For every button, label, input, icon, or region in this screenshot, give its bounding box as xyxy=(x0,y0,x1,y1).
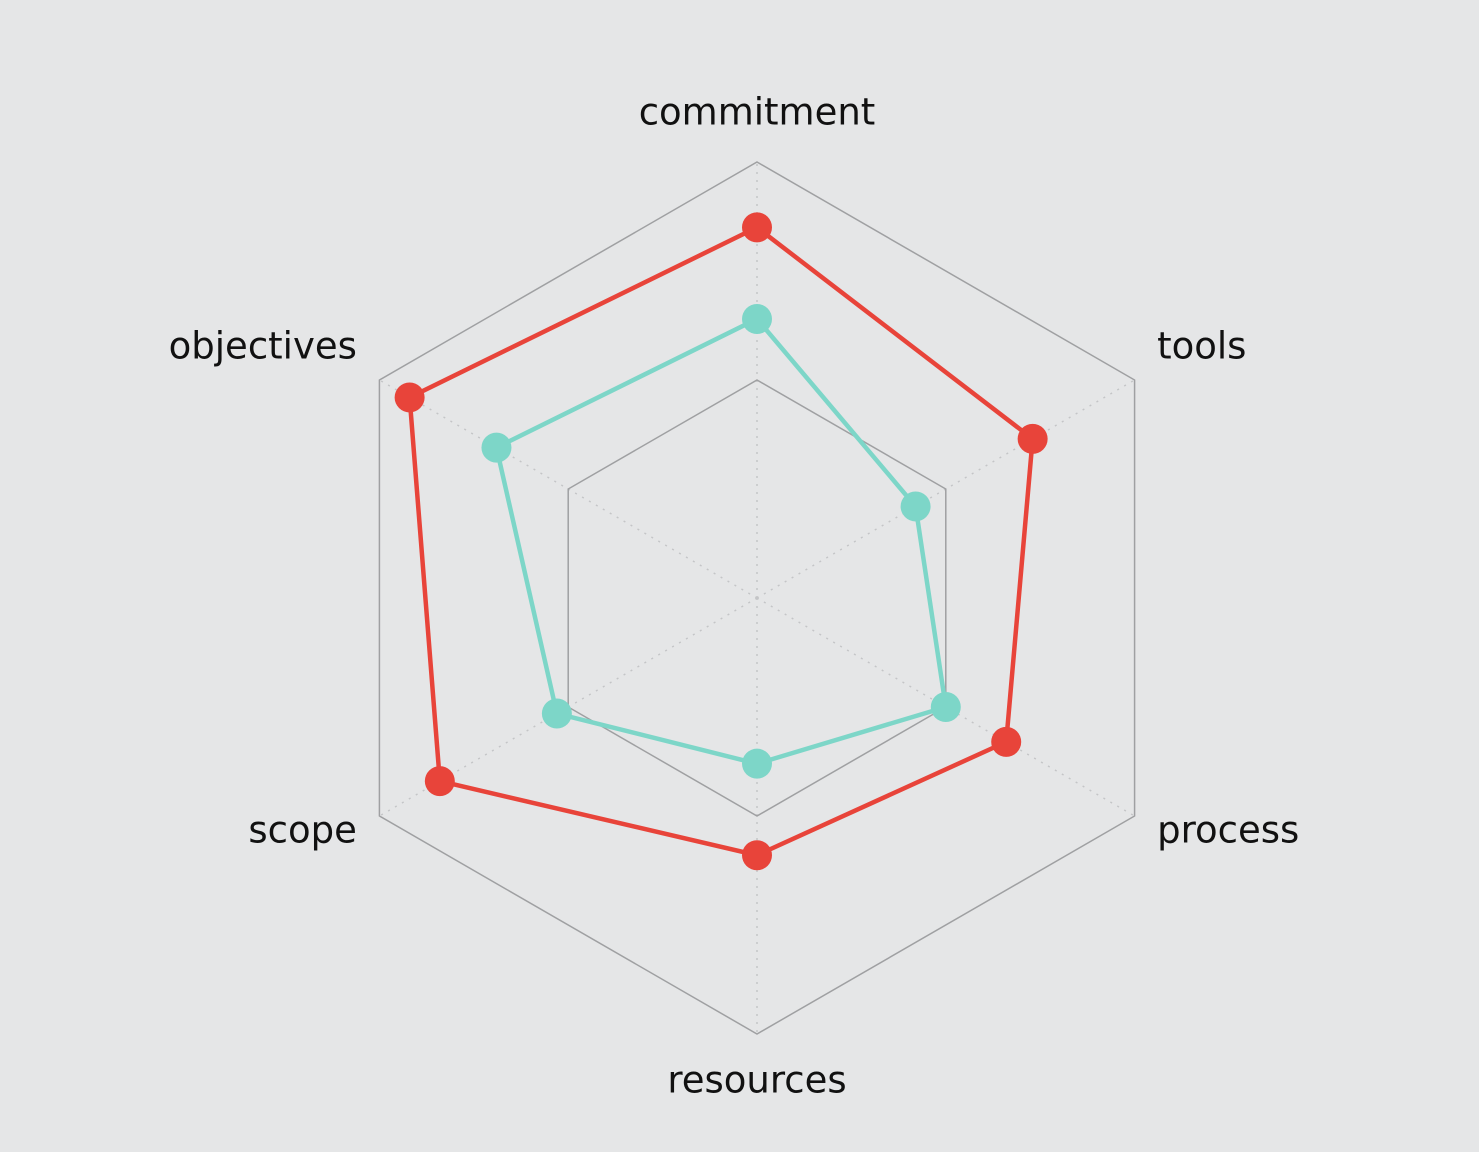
series-line xyxy=(407,224,1035,858)
data-point xyxy=(742,212,772,243)
axis-label: process xyxy=(1157,809,1299,852)
data-point xyxy=(1017,423,1048,454)
grid-ring xyxy=(378,161,1136,1035)
data-point xyxy=(742,748,772,779)
data-point xyxy=(930,692,961,722)
data-point xyxy=(394,382,425,413)
data-point xyxy=(424,766,455,797)
axis-label: objectives xyxy=(169,325,357,368)
axis-label: resources xyxy=(667,1059,846,1102)
data-point xyxy=(481,432,512,463)
axis-label: tools xyxy=(1157,325,1246,368)
grid-ring xyxy=(567,379,947,817)
data-point xyxy=(991,726,1022,757)
series-line xyxy=(493,316,949,767)
data-point xyxy=(541,698,572,729)
data-point xyxy=(742,840,772,871)
data-point xyxy=(900,491,931,522)
axis-label: commitment xyxy=(639,91,876,134)
data-point xyxy=(742,303,772,334)
axis-label: scope xyxy=(248,809,357,852)
